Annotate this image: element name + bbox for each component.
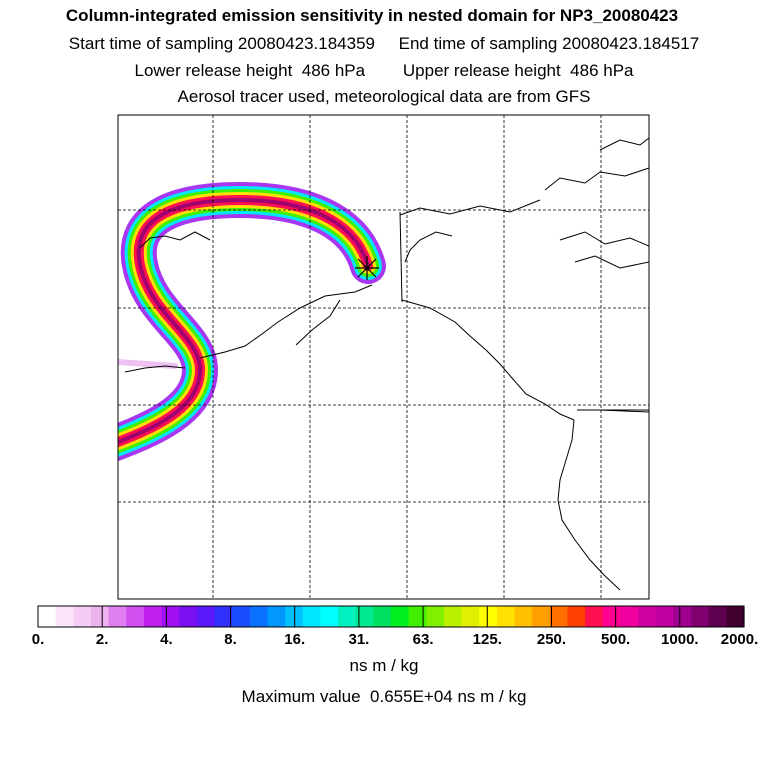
- colorbar-tick-label: 2000.: [720, 631, 759, 648]
- colorbar-cell: [391, 606, 410, 627]
- colorbar-cell: [496, 606, 516, 627]
- colorbar-cell: [408, 606, 427, 627]
- colorbar-cell: [38, 606, 57, 627]
- borders: [399, 211, 649, 411]
- graticule: [118, 115, 649, 599]
- colorbar-cell: [549, 606, 569, 627]
- colorbar-cell: [426, 606, 445, 627]
- colorbar-cell: [249, 606, 269, 627]
- colorbar-cell: [196, 606, 216, 627]
- colorbar-cell: [108, 606, 127, 627]
- colorbar-cell: [514, 606, 533, 627]
- colorbar-tick-label: 16.: [284, 631, 306, 648]
- maximum-value-label: Maximum value 0.655E+04 ns m / kg: [241, 687, 527, 706]
- colorbar-cell: [302, 606, 321, 627]
- colorbar-cell: [126, 606, 145, 627]
- colorbar-tick-label: 1000.: [661, 631, 699, 648]
- colorbar-cell: [55, 606, 74, 627]
- colorbar-cell: [443, 606, 463, 627]
- colorbar-cell: [214, 606, 233, 627]
- colorbar-cell: [726, 606, 745, 627]
- colorbar-cell: [179, 606, 198, 627]
- end-time-label: End time of sampling 20080423.184517: [398, 34, 700, 53]
- colorbar-cell: [338, 606, 357, 627]
- colorbar-cell: [479, 606, 498, 627]
- colorbar-cell: [691, 606, 710, 627]
- colorbar-tick-label: 31.: [348, 631, 370, 648]
- colorbar-cell: [285, 606, 304, 627]
- colorbar-tick-label: 250.: [536, 631, 567, 648]
- colorbar-cell: [620, 606, 639, 627]
- colorbar-cell: [585, 606, 604, 627]
- lower-height-label: Lower release height 486 hPa: [134, 61, 366, 80]
- colorbar-tick-label: 2.: [95, 631, 109, 648]
- colorbar-cell: [267, 606, 286, 627]
- colorbar-tick-label: 500.: [601, 631, 631, 648]
- colorbar-cell: [655, 606, 674, 627]
- colorbar-cell: [532, 606, 551, 627]
- colorbar-tick-label: 4.: [160, 631, 173, 648]
- page-title: Column-integrated emission sensitivity i…: [65, 6, 679, 25]
- colorbar-cell: [567, 606, 586, 627]
- map-frame: [117, 114, 650, 600]
- tracer-info: Aerosol tracer used, meteorological data…: [177, 87, 591, 106]
- colorbar-tick-label: 63.: [412, 631, 434, 648]
- colorbar-units: ns m / kg: [349, 656, 419, 675]
- colorbar-cell: [638, 606, 657, 627]
- colorbar-cell: [355, 606, 374, 627]
- coastlines: [124, 137, 649, 591]
- colorbar-cell: [90, 606, 110, 627]
- start-time-label: Start time of sampling 20080423.184359: [68, 34, 376, 53]
- colorbar-cell: [602, 606, 622, 627]
- upper-height-label: Upper release height 486 hPa: [402, 61, 634, 80]
- emission-sensitivity-plume: [118, 182, 386, 462]
- colorbar-tick-label: 125.: [472, 631, 502, 648]
- colorbar-cell: [232, 606, 251, 627]
- release-point-asterisk-marker: [355, 256, 379, 280]
- plume-band: [118, 198, 370, 445]
- colorbar-cell: [673, 606, 692, 627]
- colorbar-tick-label: 0.: [31, 631, 45, 648]
- colorbar-cell: [161, 606, 180, 627]
- plume-streak: [118, 359, 178, 369]
- colorbar-cell: [708, 606, 727, 627]
- colorbar-cell: [320, 606, 339, 627]
- colorbar-cell: [373, 606, 392, 627]
- release-height-row: Lower release height 486 hPa Upper relea…: [0, 61, 768, 81]
- colorbar-cell: [73, 606, 92, 627]
- colorbar-tick-label: 8.: [224, 631, 237, 648]
- colorbar-cell: [143, 606, 163, 627]
- sampling-time-row: Start time of sampling 20080423.184359 E…: [0, 34, 768, 54]
- colorbar-cell: [461, 606, 480, 627]
